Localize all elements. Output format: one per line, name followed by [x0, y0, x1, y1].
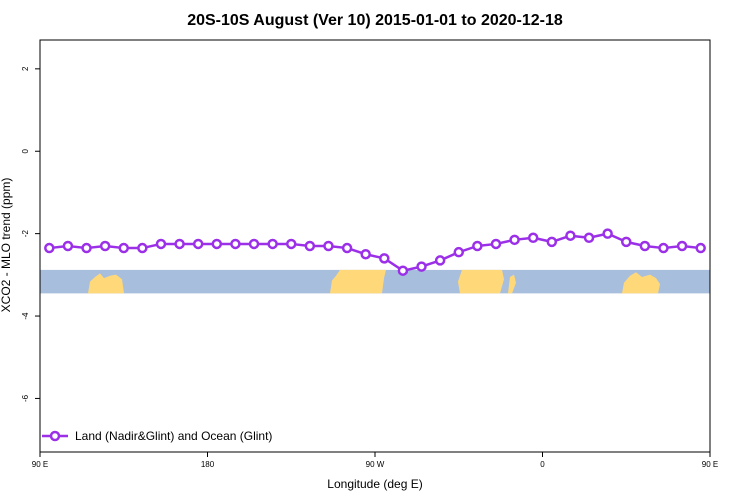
data-point — [248, 238, 260, 250]
data-point — [211, 238, 223, 250]
data-point — [658, 242, 669, 254]
y-tick-label: -6 — [21, 394, 30, 402]
series-line — [49, 232, 701, 272]
data-point — [397, 265, 409, 276]
data-point — [341, 242, 353, 254]
data-point — [453, 246, 464, 258]
x-tick-label: 90 E — [32, 460, 48, 469]
landmask-band — [40, 269, 710, 294]
land-shape — [330, 269, 386, 294]
x-tick-label: 180 — [201, 460, 215, 469]
land-shape — [458, 269, 504, 294]
data-point — [546, 236, 558, 248]
data-point — [509, 234, 520, 246]
data-point — [155, 238, 167, 250]
data-point — [472, 240, 483, 252]
x-axis-label: Longitude (deg E) — [327, 477, 422, 491]
data-point — [323, 240, 334, 252]
y-tick-label: -2 — [21, 230, 30, 238]
data-point — [192, 238, 204, 250]
data-point — [267, 238, 278, 250]
data-point — [676, 240, 688, 252]
data-point — [360, 248, 371, 260]
data-point — [230, 238, 241, 250]
data-point — [44, 242, 55, 254]
x-tick-label: 90 W — [366, 460, 385, 469]
data-point — [99, 240, 111, 252]
y-axis: 2 0 -2 -4 -6 — [21, 66, 40, 402]
data-point — [621, 236, 632, 248]
series-layer — [44, 228, 706, 276]
data-point — [137, 242, 148, 254]
legend-label: Land (Nadir&Glint) and Ocean (Glint) — [75, 429, 272, 443]
y-tick-label: 0 — [21, 148, 30, 153]
data-point — [639, 240, 651, 252]
land-shape — [508, 274, 516, 294]
x-tick-label: 90 E — [702, 460, 718, 469]
data-point — [527, 232, 539, 244]
data-point — [304, 240, 316, 252]
data-point — [286, 238, 297, 250]
y-tick-label: 2 — [21, 66, 30, 71]
data-point — [565, 230, 576, 241]
data-point — [602, 228, 613, 239]
land-shape — [622, 272, 660, 294]
legend: Land (Nadir&Glint) and Ocean (Glint) — [42, 429, 272, 443]
x-axis: 90 E 180 90 W 0 90 E — [32, 452, 718, 469]
data-point — [490, 238, 502, 250]
legend-marker-icon — [49, 430, 61, 442]
data-point — [583, 232, 595, 244]
y-tick-label: -4 — [21, 312, 30, 320]
x-tick-label: 0 — [540, 460, 545, 469]
chart-title: 20S-10S August (Ver 10) 2015-01-01 to 20… — [187, 12, 563, 29]
data-point — [416, 261, 427, 272]
data-point — [695, 242, 706, 254]
data-point — [379, 253, 390, 264]
land-shape — [88, 273, 124, 294]
data-point — [434, 255, 446, 266]
data-point — [118, 242, 129, 254]
data-point — [81, 242, 92, 254]
y-axis-label: XCO2 - MLO trend (ppm) — [0, 178, 13, 313]
data-point — [62, 240, 74, 252]
data-point — [174, 238, 185, 250]
